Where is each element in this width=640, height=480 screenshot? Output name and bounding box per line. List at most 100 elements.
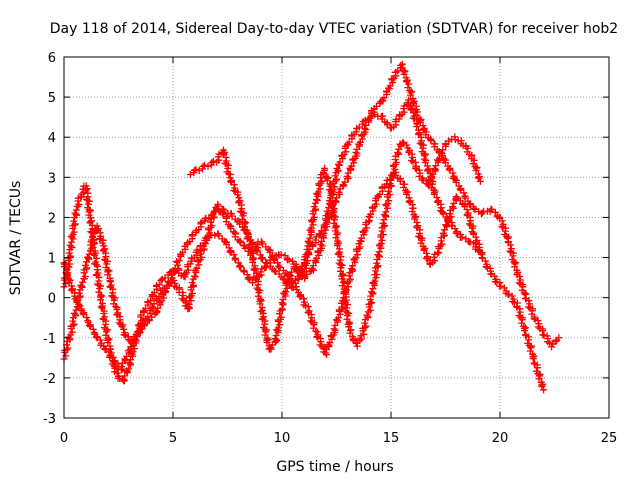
data-point <box>160 294 168 302</box>
data-point <box>385 197 393 205</box>
data-point <box>236 237 244 245</box>
y-axis-label: SDTVAR / TECUs <box>8 181 24 296</box>
y-tick-label: 0 <box>48 292 56 307</box>
data-point <box>262 259 270 267</box>
x-tick-label: 0 <box>60 431 68 446</box>
y-tick-label: 5 <box>48 91 56 106</box>
data-point <box>345 272 353 280</box>
x-tick-label: 15 <box>383 431 400 446</box>
data-point <box>64 344 72 352</box>
data-point <box>153 308 161 316</box>
data-point <box>317 241 325 248</box>
data-point <box>407 91 415 99</box>
data-point <box>227 177 235 185</box>
data-point <box>318 177 326 185</box>
data-point <box>470 156 478 164</box>
data-point <box>400 180 408 188</box>
data-point <box>361 124 369 132</box>
data-point <box>525 297 533 305</box>
data-point <box>419 144 427 152</box>
data-point <box>320 229 328 237</box>
data-point <box>230 251 238 259</box>
x-tick-label: 25 <box>601 431 618 446</box>
data-point <box>70 228 78 236</box>
data-point <box>313 196 320 204</box>
data-point <box>66 241 74 249</box>
data-point <box>71 209 79 217</box>
data-point <box>363 224 371 232</box>
data-point <box>471 205 479 213</box>
data-point <box>362 322 370 330</box>
data-point <box>84 254 92 262</box>
data-point <box>409 204 417 212</box>
data-point <box>228 212 236 220</box>
data-point <box>300 295 308 303</box>
data-point <box>226 248 234 256</box>
data-point <box>155 281 163 289</box>
data-point <box>311 236 319 244</box>
data-point <box>339 271 347 279</box>
data-point <box>129 348 137 356</box>
data-point <box>147 297 154 305</box>
data-point <box>534 317 542 325</box>
data-point <box>195 167 203 174</box>
data-point <box>448 203 456 211</box>
data-point <box>157 277 165 284</box>
data-point <box>271 267 279 275</box>
data-point <box>451 225 459 233</box>
data-point <box>357 332 365 340</box>
data-point <box>75 200 83 208</box>
y-tick-label: -1 <box>43 332 56 347</box>
data-point <box>67 252 75 260</box>
data-point <box>344 301 351 309</box>
data-point <box>257 297 265 305</box>
data-point <box>193 246 201 254</box>
data-point <box>308 265 316 273</box>
data-point <box>373 271 381 278</box>
data-point <box>89 233 97 241</box>
data-point <box>322 226 329 234</box>
data-point <box>405 80 413 88</box>
data-point <box>382 208 390 216</box>
data-point <box>502 227 509 235</box>
data-point <box>408 88 416 96</box>
data-point <box>242 219 250 227</box>
data-point <box>338 282 346 290</box>
data-point <box>454 230 461 237</box>
data-point <box>312 233 320 241</box>
data-points <box>60 60 563 394</box>
data-point <box>358 135 366 143</box>
y-tick-label: -2 <box>43 372 56 387</box>
data-point <box>331 172 339 180</box>
data-point <box>274 259 281 267</box>
data-point <box>339 279 347 287</box>
data-point <box>378 236 386 244</box>
data-point <box>305 239 313 247</box>
data-point <box>88 244 96 252</box>
data-point <box>250 265 258 273</box>
data-point <box>204 162 212 170</box>
data-point <box>555 334 563 342</box>
data-point <box>398 60 406 68</box>
data-point <box>168 274 176 282</box>
y-tick-label: -3 <box>43 412 56 427</box>
data-point <box>307 317 315 325</box>
data-point <box>225 170 233 178</box>
data-point <box>278 299 286 307</box>
data-point <box>105 336 113 343</box>
data-point <box>63 272 71 280</box>
data-point <box>198 253 206 261</box>
data-point <box>185 300 193 308</box>
y-tick-label: 2 <box>48 211 56 226</box>
data-point <box>195 261 203 269</box>
data-point <box>373 102 380 110</box>
data-point <box>529 355 537 363</box>
data-point <box>201 161 209 169</box>
data-point <box>325 186 333 194</box>
data-point <box>97 303 105 311</box>
data-point <box>192 165 200 173</box>
data-point <box>478 209 486 217</box>
y-tick-label: 6 <box>48 51 56 66</box>
data-point <box>259 240 266 248</box>
data-point <box>243 271 251 279</box>
